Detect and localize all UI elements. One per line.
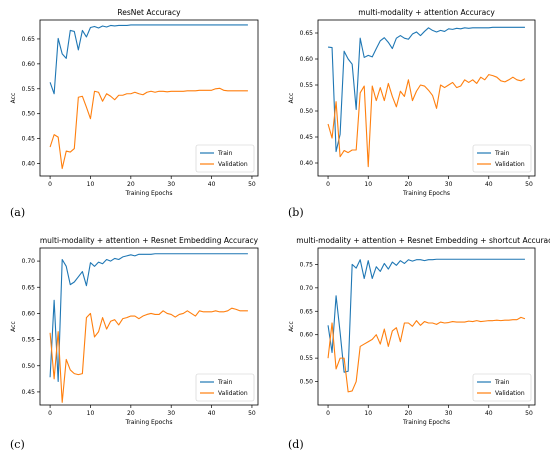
- y-tick-label-1-1: 0.45: [22, 136, 36, 143]
- y-tick-label-1-4: 0.60: [22, 61, 36, 68]
- x-tick-label-4-5: 50: [525, 410, 533, 417]
- y-tick-label-4-0: 0.50: [300, 379, 314, 386]
- x-tick-label-2-2: 20: [405, 181, 413, 188]
- y-tick-label-4-1: 0.55: [300, 355, 314, 362]
- x-tick-label-2-0: 0: [326, 181, 330, 188]
- y-tick-label-3-0: 0.45: [22, 389, 36, 396]
- y-axis-label-3: Acc: [10, 321, 17, 332]
- x-tick-label-3-1: 10: [87, 410, 95, 417]
- chart-title-4: multi-modality + attention + Resnet Embe…: [296, 236, 550, 245]
- y-tick-label-4-2: 0.60: [300, 332, 314, 339]
- legend-label-train-1: Train: [217, 150, 233, 157]
- x-tick-label-2-5: 50: [525, 181, 533, 188]
- x-tick-label-2-3: 30: [445, 181, 453, 188]
- panel-label-a: (a): [10, 206, 25, 219]
- legend-label-train-3: Train: [217, 379, 233, 386]
- legend-box-4: [472, 373, 532, 402]
- x-tick-label-3-3: 30: [167, 410, 175, 417]
- chart-3: multi-modality + attention + Resnet Embe…: [10, 236, 259, 426]
- series-line-train-2: [327, 26, 525, 153]
- chart-title-1: ResNet Accuracy: [117, 8, 181, 17]
- legend-box-2: [472, 144, 532, 173]
- legend-label-validation-1: Validation: [218, 161, 248, 168]
- x-tick-label-4-4: 40: [485, 410, 493, 417]
- x-tick-label-4-2: 20: [405, 410, 413, 417]
- y-tick-label-1-5: 0.65: [22, 36, 36, 43]
- panel-label-b: (b): [288, 206, 304, 219]
- y-axis-label-2: Acc: [288, 93, 295, 104]
- x-tick-label-3-2: 20: [127, 410, 135, 417]
- y-tick-label-4-4: 0.70: [300, 285, 314, 292]
- x-tick-label-3-5: 50: [248, 410, 256, 417]
- series-line-train-4: [327, 258, 525, 373]
- x-tick-label-1-1: 10: [87, 181, 95, 188]
- y-tick-label-1-3: 0.55: [22, 86, 36, 93]
- y-tick-label-3-2: 0.55: [22, 337, 36, 344]
- y-tick-label-3-3: 0.60: [22, 310, 36, 317]
- chart-title-2: multi-modality + attention Accuracy: [358, 8, 495, 17]
- y-tick-label-4-3: 0.65: [300, 308, 314, 315]
- x-tick-label-2-4: 40: [485, 181, 493, 188]
- x-tick-label-3-4: 40: [208, 410, 216, 417]
- y-tick-label-3-1: 0.50: [22, 363, 36, 370]
- y-axis-label-4: Acc: [288, 321, 295, 332]
- y-tick-label-2-0: 0.40: [300, 160, 314, 167]
- chart-2: multi-modality + attention Accuracy 0 10 20…: [288, 8, 536, 197]
- y-tick-label-2-3: 0.55: [300, 82, 314, 89]
- y-tick-label-2-1: 0.45: [300, 134, 314, 141]
- series-line-validation-1: [49, 87, 248, 170]
- legend-label-train-2: Train: [494, 150, 510, 157]
- series-line-validation-3: [49, 307, 248, 403]
- x-axis-label-4: Training Epochs: [402, 419, 450, 426]
- x-tick-label-1-0: 0: [48, 181, 52, 188]
- x-tick-label-4-0: 0: [326, 410, 330, 417]
- legend-label-train-4: Train: [494, 379, 510, 386]
- x-tick-label-1-2: 20: [127, 181, 135, 188]
- series-line-validation-2: [327, 74, 526, 168]
- series-line-validation-4: [327, 316, 526, 393]
- legend-label-validation-4: Validation: [495, 390, 525, 397]
- x-tick-label-4-1: 10: [364, 410, 372, 417]
- y-axis-label-1: Acc: [10, 93, 17, 104]
- y-tick-label-3-4: 0.65: [22, 284, 36, 291]
- legend-label-validation-2: Validation: [495, 161, 525, 168]
- x-tick-label-1-3: 30: [167, 181, 175, 188]
- x-tick-label-4-3: 30: [445, 410, 453, 417]
- legend-box-1: [195, 144, 255, 173]
- series-line-train-3: [49, 253, 248, 383]
- chart-4: multi-modality + attention + Resnet Embe…: [288, 236, 550, 426]
- chart-1: ResNet Accuracy 0 10 20 30 40 50 0.40 0.45 0.50 0.…: [10, 8, 259, 197]
- x-tick-label-2-1: 10: [364, 181, 372, 188]
- x-tick-label-1-5: 50: [248, 181, 256, 188]
- x-tick-label-1-4: 40: [208, 181, 216, 188]
- legend-box-3: [195, 373, 255, 402]
- y-tick-label-2-2: 0.50: [300, 108, 314, 115]
- y-tick-label-4-5: 0.75: [300, 261, 314, 268]
- x-axis-label-2: Training Epochs: [402, 190, 450, 197]
- legend-label-validation-3: Validation: [218, 390, 248, 397]
- panel-label-d: (d): [288, 438, 304, 451]
- chart-title-3: multi-modality + attention + Resnet Embe…: [40, 236, 259, 245]
- panel-label-c: (c): [10, 438, 25, 451]
- x-axis-label-3: Training Epochs: [124, 419, 172, 426]
- y-tick-label-2-5: 0.65: [300, 30, 314, 37]
- x-axis-label-1: Training Epochs: [124, 190, 172, 197]
- y-tick-label-1-0: 0.40: [22, 161, 36, 168]
- x-tick-label-3-0: 0: [48, 410, 52, 417]
- y-tick-label-1-2: 0.50: [22, 111, 36, 118]
- y-tick-label-2-4: 0.60: [300, 56, 314, 63]
- y-tick-label-3-5: 0.70: [22, 258, 36, 265]
- series-line-train-1: [49, 24, 248, 95]
